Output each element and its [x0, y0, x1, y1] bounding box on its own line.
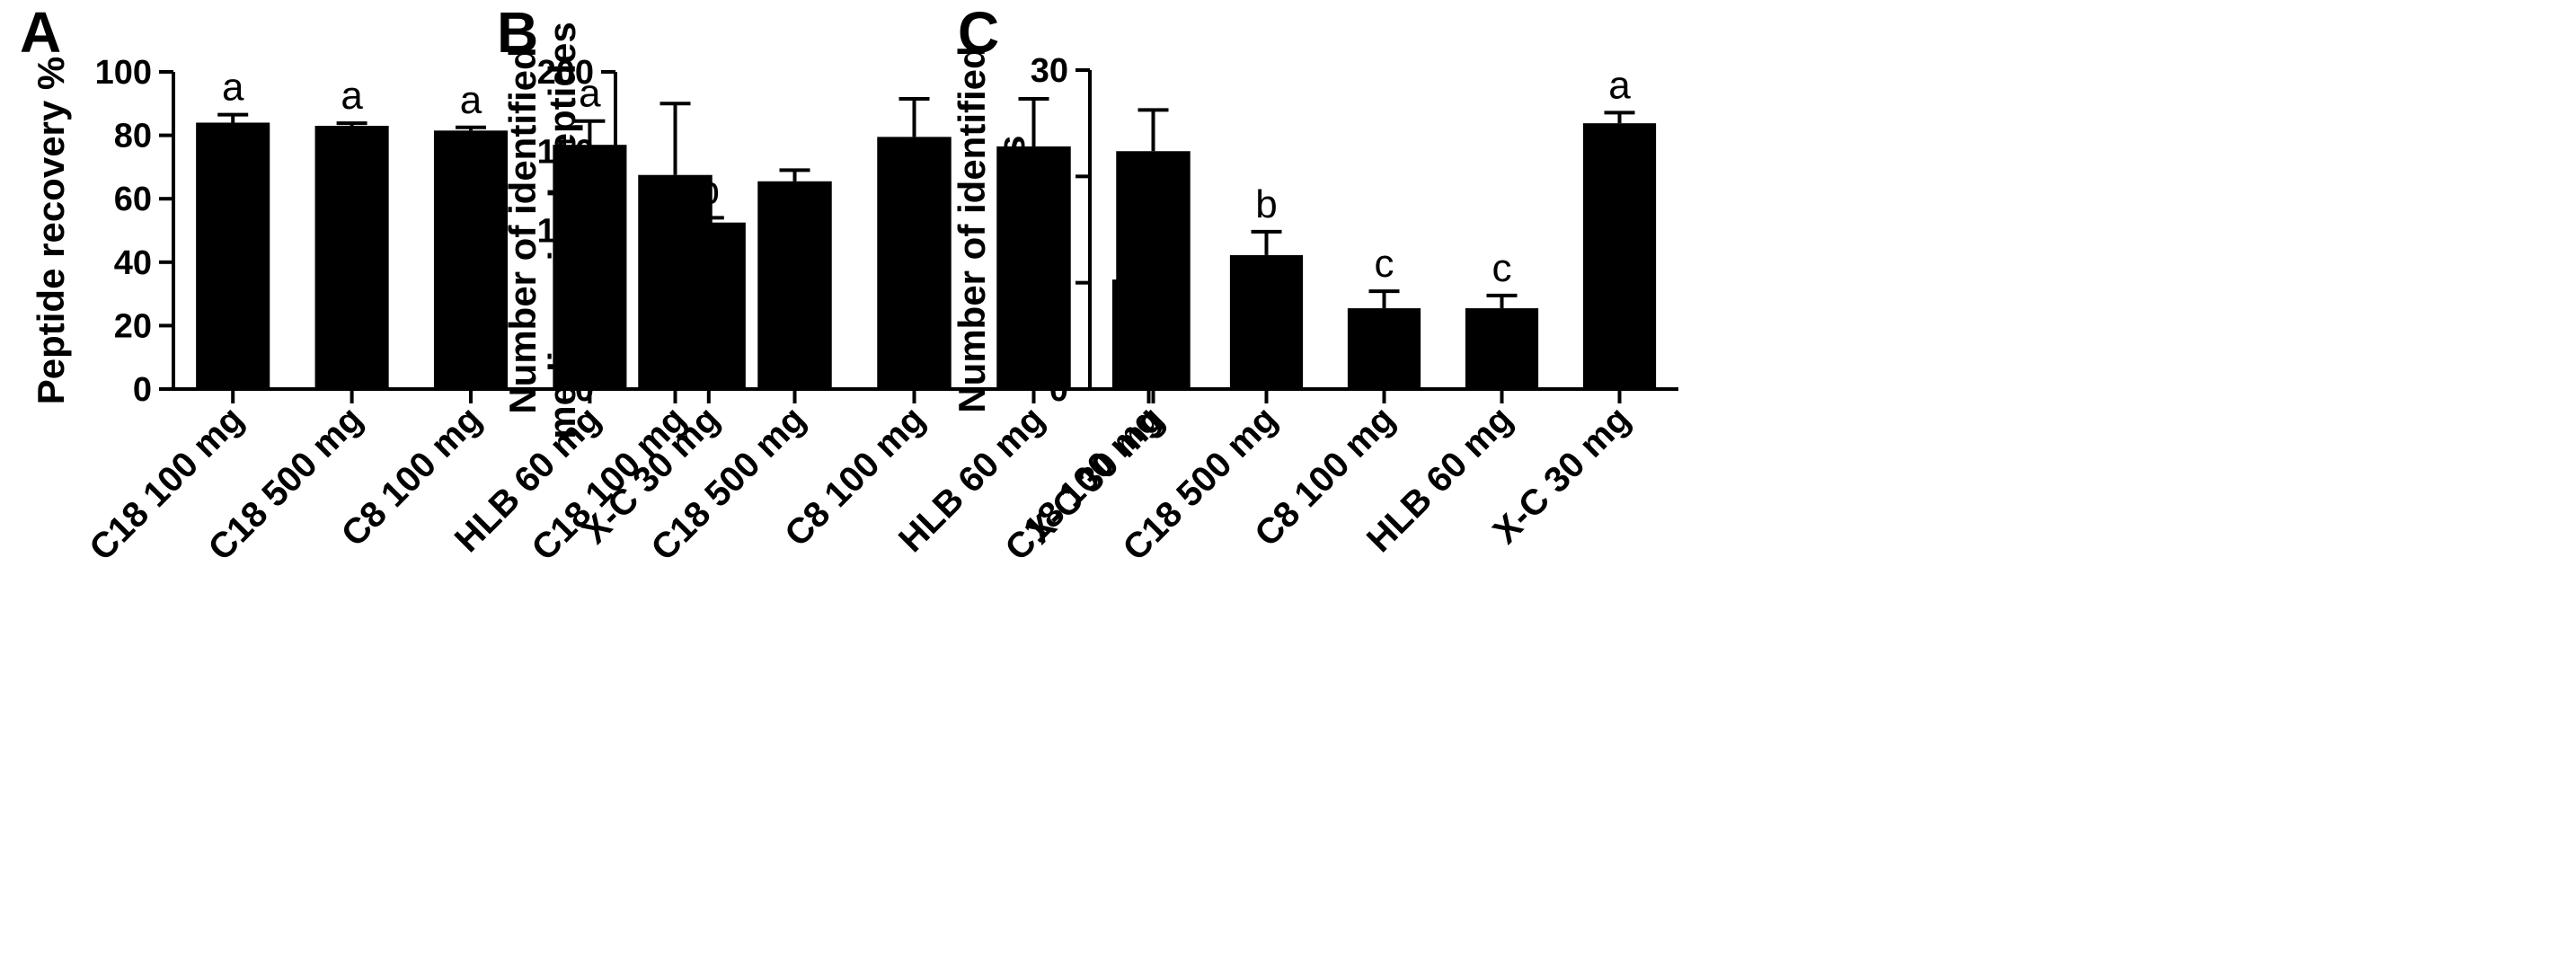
bar [638, 174, 713, 389]
bar [757, 181, 832, 389]
y-tick-label: 30 [1031, 52, 1068, 90]
bar [433, 130, 509, 389]
panel-letter-b: B [497, 0, 538, 65]
y-tick-label: 200 [537, 54, 594, 92]
y-tick-label: 100 [537, 213, 594, 251]
significance-label: c [1492, 246, 1512, 290]
bar [1347, 308, 1421, 389]
y-tick-label: 0 [575, 371, 594, 409]
y-axis-label: medium-sized peptides [541, 22, 583, 438]
y-tick-label: 0 [1049, 371, 1068, 409]
significance-label: bc [1128, 213, 1169, 257]
significance-label: a [579, 72, 601, 116]
bar [877, 137, 952, 390]
bar [1465, 308, 1539, 389]
y-tick-label: 40 [114, 244, 152, 282]
significance-label: b [1255, 182, 1277, 226]
significance-label: c [1375, 242, 1394, 286]
y-tick-label: 10 [1031, 265, 1068, 303]
panel-letter-c: C [958, 0, 999, 65]
y-tick-label: 100 [95, 54, 152, 92]
y-tick-label: 60 [114, 181, 152, 218]
y-axis-label: Number of identified [501, 47, 544, 413]
bar [996, 146, 1071, 389]
y-tick-label: 50 [556, 292, 594, 330]
bar [1582, 123, 1657, 389]
y-tick-label: 0 [133, 371, 152, 409]
significance-label: a [1608, 63, 1631, 107]
significance-label: a [222, 66, 244, 110]
y-tick-label: 80 [114, 118, 152, 155]
bar [196, 122, 270, 390]
y-tick-label: 150 [537, 133, 594, 171]
significance-label: a [460, 78, 482, 122]
y-axis-label: dipeptides [990, 135, 1032, 323]
bar [1111, 279, 1186, 389]
panel-letter-a: A [20, 0, 61, 65]
y-axis-label: Peptide recovery % [30, 57, 72, 405]
y-tick-label: 20 [114, 307, 152, 345]
bar [1229, 254, 1304, 389]
y-tick-label: 20 [1031, 158, 1068, 196]
bar [314, 126, 389, 389]
y-axis-label: Number of identified [951, 46, 993, 412]
significance-label: a [341, 74, 363, 118]
